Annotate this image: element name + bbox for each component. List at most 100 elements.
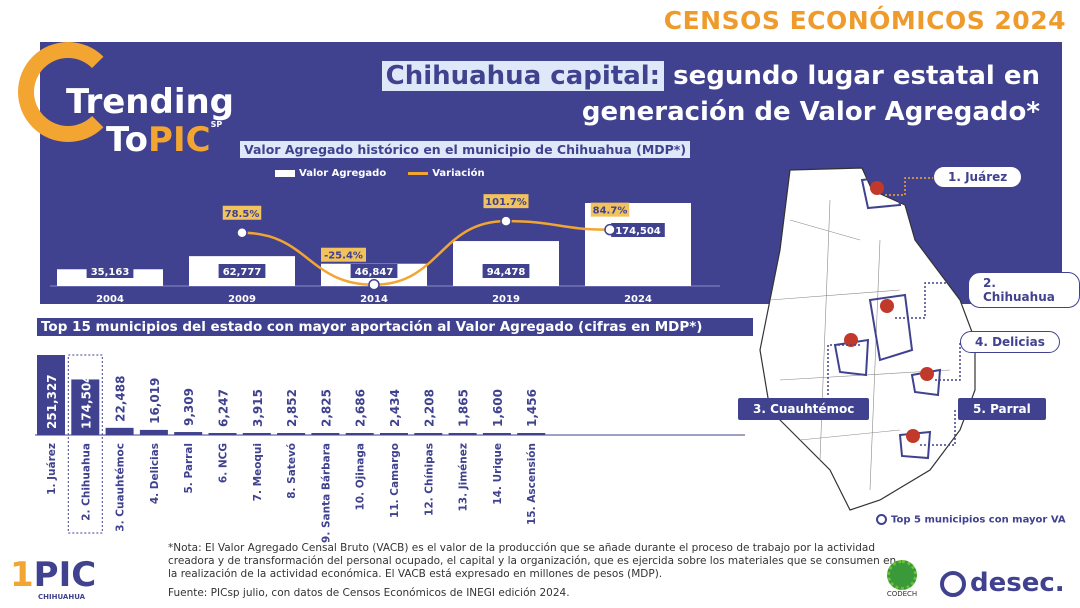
- value-label: 94,478: [487, 267, 526, 278]
- category-label: 4. Delicias: [149, 443, 161, 504]
- category-label: 15. Ascensión: [526, 443, 538, 525]
- headline-highlight: Chihuahua capital:: [381, 61, 665, 91]
- variation-label: 78.5%: [225, 209, 260, 220]
- bar: [277, 433, 306, 435]
- pic-logo: 1PIC CHIHUAHUA: [10, 555, 97, 601]
- legend-line: Variación: [408, 168, 485, 179]
- category-label: 7. Meoqui: [252, 443, 264, 501]
- map-legend-label: Top 5 municipios con mayor VA: [891, 514, 1066, 526]
- x-tick-label: 2019: [492, 294, 520, 305]
- variation-label-bg: [222, 205, 262, 220]
- value-label: 22,488: [114, 376, 128, 422]
- value-label: 3,915: [251, 389, 265, 427]
- bar: [585, 203, 691, 286]
- bar: [139, 429, 168, 435]
- variation-label-bg: [483, 194, 529, 209]
- callout-lines: [827, 177, 970, 446]
- highlight-box: [67, 354, 103, 534]
- variation-label-bg: [590, 202, 630, 217]
- state-outline: [759, 167, 976, 511]
- value-label: 2,825: [319, 389, 333, 427]
- bar: [37, 355, 65, 435]
- logo-to: To: [106, 120, 149, 160]
- legend-bar-label: Valor Agregado: [299, 168, 387, 179]
- value-label-bg: [611, 223, 665, 237]
- bar: [414, 433, 443, 435]
- map-label-cuauhtemoc: 3. Cuauhtémoc: [738, 398, 870, 420]
- logo-sp: SP: [210, 120, 223, 129]
- desec-icon: [940, 570, 966, 597]
- category-label: 2. Chihuahua: [80, 443, 92, 521]
- variation-point: [604, 223, 616, 236]
- x-tick-label: 2004: [96, 294, 124, 305]
- source: Fuente: PICsp julio, con datos de Censos…: [168, 587, 570, 599]
- pic-logo-text: PIC: [33, 555, 97, 595]
- top-chart-title: Valor Agregado histórico en el municipio…: [240, 141, 691, 158]
- codech-label: CODECH: [886, 590, 918, 598]
- value-label: 2,686: [354, 389, 368, 427]
- bar: [345, 433, 374, 435]
- headline-line1: segundo lugar estatal en: [664, 61, 1040, 91]
- value-label: 62,777: [223, 267, 262, 278]
- banner-title: CENSOS ECONÓMICOS 2024: [663, 6, 1066, 35]
- x-tick-label: 2024: [624, 294, 652, 305]
- legend-bar: Valor Agregado: [275, 168, 386, 179]
- pin-icon: [844, 333, 858, 347]
- value-label-bg: [482, 264, 530, 278]
- juarez-outline: [860, 174, 902, 210]
- category-label: 14. Urique: [492, 443, 504, 505]
- bar: [174, 432, 203, 435]
- category-label: 6. NCG: [218, 443, 230, 483]
- category-label: 11. Camargo: [389, 443, 401, 518]
- map-label-chihuahua: 2. Chihuahua: [968, 272, 1080, 308]
- bar: [105, 427, 134, 435]
- map-label-parral: 5. Parral: [958, 398, 1046, 420]
- map-label-delicias: 4. Delicias: [960, 331, 1060, 353]
- bar: [208, 433, 237, 435]
- top-chart-legend: Valor Agregado Variación: [275, 168, 485, 179]
- variation-label: 101.7%: [485, 197, 527, 208]
- codech-logo: CODECH: [880, 560, 924, 600]
- parral-outline: [898, 430, 932, 460]
- map-legend: Top 5 municipios con mayor VA: [876, 514, 1066, 526]
- pin-icon: [880, 299, 894, 313]
- variation-label: -25.4%: [324, 251, 363, 262]
- bar: [380, 433, 408, 435]
- desec-label: desec.: [970, 568, 1065, 598]
- variation-line: [241, 219, 611, 286]
- map-pins: [844, 181, 934, 443]
- circle-icon: [876, 514, 887, 525]
- category-label: 12. Chínipas: [423, 443, 435, 516]
- value-label: 2,434: [388, 389, 402, 427]
- trending-topic-logo: Trending ToPICSP: [14, 38, 235, 160]
- pin-icon: [906, 429, 920, 443]
- value-label: 174,504: [615, 226, 661, 237]
- bar: [482, 433, 511, 435]
- variation-point: [368, 278, 380, 291]
- logo-pic: PIC: [148, 120, 211, 160]
- category-label: 3. Cuauhtémoc: [115, 443, 127, 532]
- value-label: 6,247: [217, 389, 231, 427]
- bar: [448, 433, 477, 435]
- category-label: 10. Ojinaga: [355, 443, 367, 511]
- bar: [453, 241, 559, 286]
- category-label: 8. Satevó: [286, 443, 298, 499]
- logo-line1: Trending: [66, 82, 235, 122]
- x-tick-label: 2014: [360, 294, 388, 305]
- value-label: 174,504: [79, 374, 93, 429]
- gear-icon: [887, 560, 917, 590]
- pin-icon: [920, 367, 934, 381]
- value-label-bg: [86, 264, 134, 278]
- bar: [517, 433, 546, 435]
- value-label: 1,865: [457, 389, 471, 427]
- pin-icon: [870, 181, 884, 195]
- value-label: 9,309: [182, 388, 196, 426]
- variation-point: [500, 215, 512, 227]
- logo-line2: ToPICSP: [106, 120, 222, 160]
- map-label-juarez: 1. Juárez: [933, 166, 1023, 188]
- value-label: 1,456: [525, 389, 539, 427]
- pic-logo-sub: CHIHUAHUA: [38, 593, 86, 601]
- value-label: 2,208: [422, 389, 436, 427]
- x-tick-label: 2009: [228, 294, 256, 305]
